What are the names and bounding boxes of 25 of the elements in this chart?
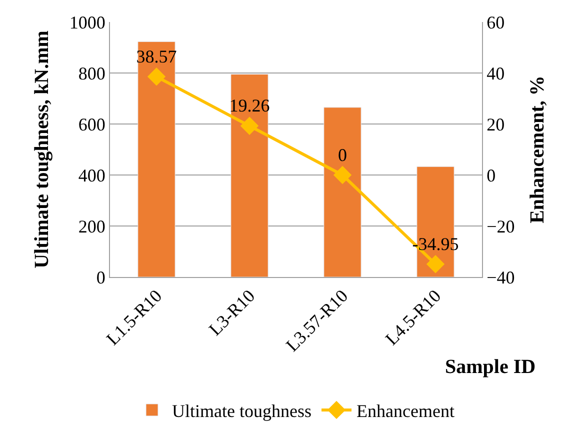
y2-tick-label: 40	[486, 63, 505, 84]
y2-tick-label: 0	[486, 165, 496, 186]
bar	[230, 74, 268, 277]
bar	[138, 41, 176, 277]
point	[333, 166, 352, 184]
y2-tick-label: −40	[486, 267, 515, 288]
y2-tick-label: −20	[486, 216, 515, 236]
data-label: 0	[338, 144, 347, 165]
y2-axis-title: Enhancement, %	[526, 76, 548, 224]
legend-label: Enhancement	[356, 400, 454, 421]
y2-tick-label: 60	[486, 12, 505, 32]
y-axis-title: Ultimate toughness, kN.mm	[30, 30, 53, 268]
y-tick-label: 200	[78, 216, 106, 236]
point	[147, 68, 166, 86]
point	[426, 255, 445, 274]
y2-tick-label: 20	[486, 114, 505, 134]
y-tick-label: 800	[78, 63, 106, 84]
point	[240, 116, 259, 135]
y-tick-label: 0	[96, 267, 106, 288]
x-axis-title: Sample ID	[445, 356, 536, 378]
bar	[324, 107, 362, 277]
y-tick-label: 1000	[69, 12, 106, 32]
y-tick-label: 600	[78, 114, 106, 134]
y-tick-label: 400	[78, 165, 106, 186]
legend-label: Ultimate toughness	[172, 400, 312, 421]
